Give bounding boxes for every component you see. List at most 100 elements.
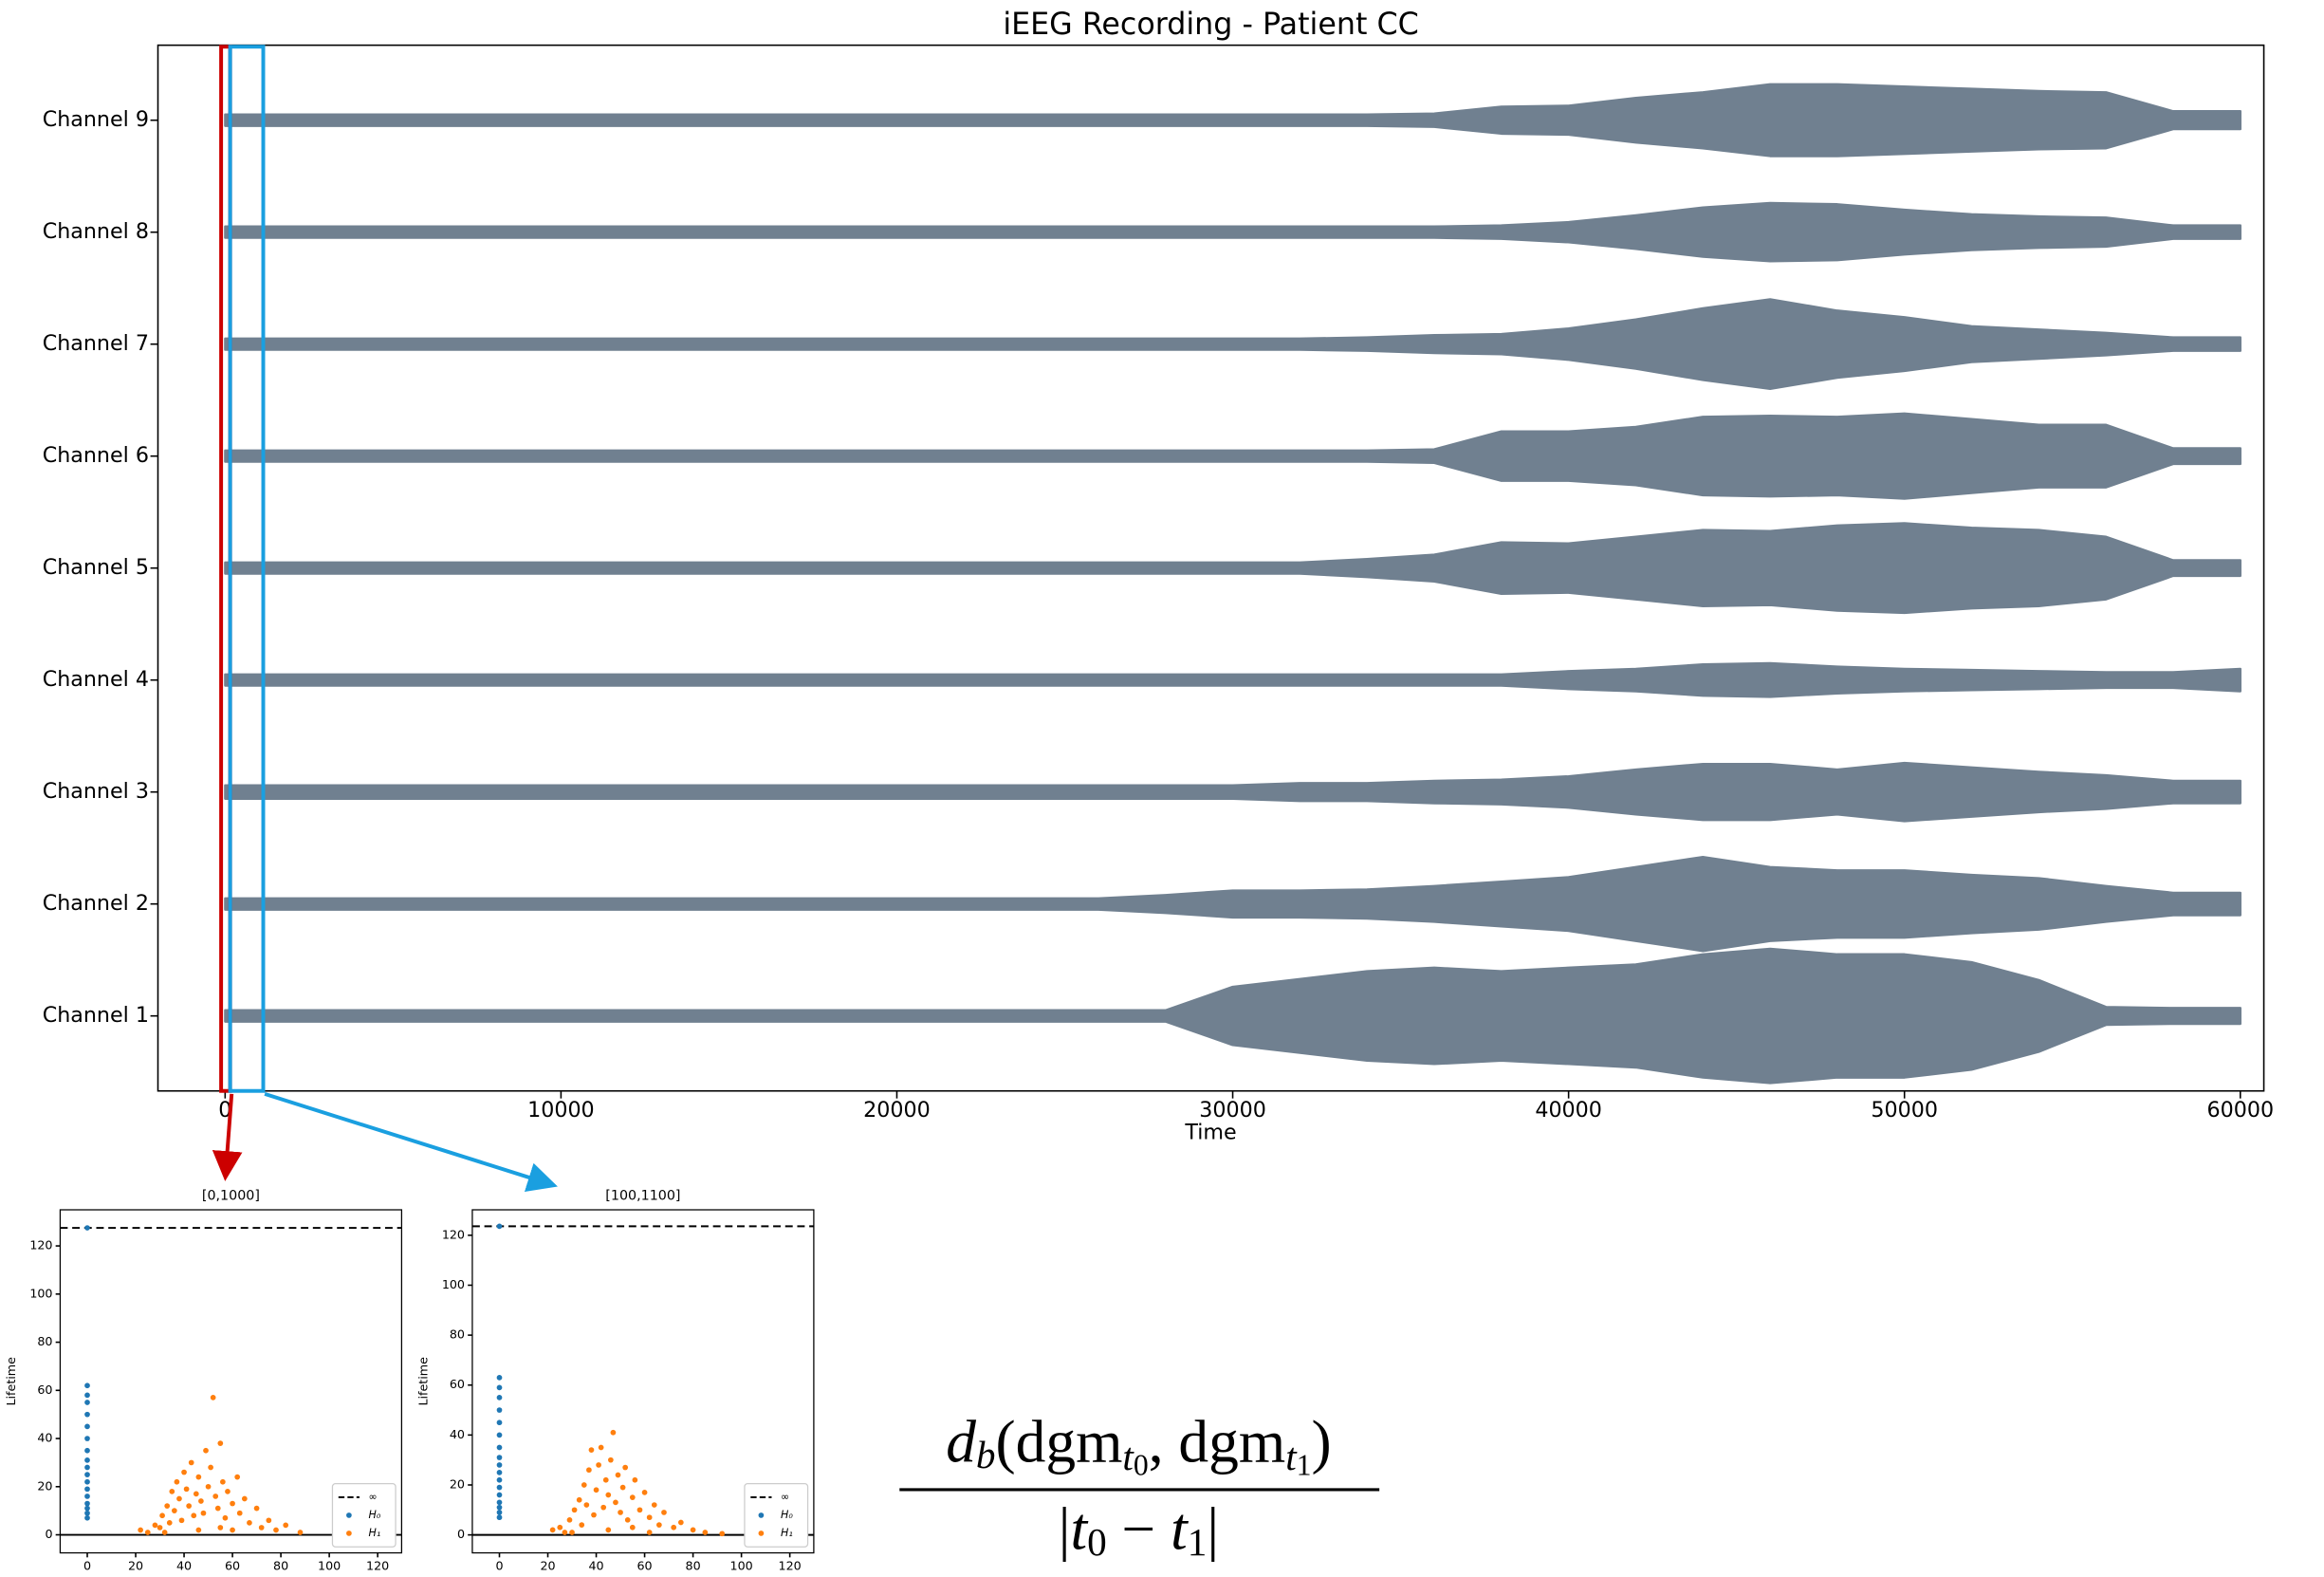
x-tick-label: 80 [273,1558,288,1572]
point [217,1525,224,1531]
point [84,1494,90,1499]
point [84,1510,90,1516]
y-tick-label: Channel 9 [43,107,149,132]
plot-frame [471,1209,815,1554]
x-tick-label: 40 [176,1558,192,1572]
y-tick-label: 80 [450,1327,465,1342]
point [613,1499,618,1506]
x-tick-label: 10000 [527,1098,595,1122]
point [581,1482,587,1488]
formula-part: ) [1312,1407,1332,1475]
channel-trace [224,947,2242,1085]
point [84,1436,90,1441]
point [496,1419,503,1426]
chart-title: iEEG Recording - Patient CC [1003,8,1418,42]
formula-part: | [1059,1494,1071,1562]
formula-part: − [1107,1494,1171,1562]
legend-swatch [758,1531,765,1536]
formula-denominator: |t0 − t1| [1059,1494,1219,1565]
point [84,1423,90,1430]
y-tick-label: 20 [450,1476,465,1491]
x-tick-label: 120 [366,1558,389,1572]
y-axis-label: Lifetime [416,1357,431,1406]
arrow-red [212,1093,243,1181]
point [214,1505,221,1512]
x-tick-label: 40000 [1535,1098,1602,1122]
x-tick-label: 20000 [863,1098,931,1122]
point [641,1490,648,1495]
point [496,1514,503,1521]
channel-trace [224,201,2242,263]
legend-swatch [346,1531,352,1536]
point [253,1505,260,1512]
point [496,1444,503,1451]
point [176,1495,182,1502]
formula-part: t [1285,1435,1298,1478]
point [84,1500,90,1507]
point [496,1455,503,1460]
formula-part: , dgm [1149,1407,1285,1475]
point [183,1486,190,1493]
legend-swatch [758,1512,765,1518]
point [598,1444,604,1451]
point [629,1494,636,1501]
formula-part: t [1122,1435,1134,1478]
point [576,1496,582,1503]
point [615,1472,621,1478]
y-tick-label: 20 [37,1478,52,1493]
formula-part: 1 [1297,1449,1312,1482]
point [496,1407,503,1413]
point [84,1505,90,1512]
point [205,1483,212,1490]
point [646,1514,653,1521]
point [605,1492,612,1498]
point [203,1447,209,1454]
point [230,1527,235,1533]
x-tick-label: 20 [128,1558,143,1572]
point [496,1395,503,1401]
point [496,1374,503,1381]
y-tick-label: 60 [450,1377,465,1391]
point [586,1467,592,1474]
point [273,1527,279,1533]
point [600,1504,607,1511]
plot-frame [59,1209,403,1554]
point [84,1472,90,1477]
point [220,1478,226,1485]
legend-swatch [346,1512,352,1518]
point [84,1447,90,1454]
point [144,1530,151,1535]
formula-numerator: db(dgmt0, dgmt1) [946,1407,1331,1482]
point [605,1527,612,1533]
legend-box [331,1482,397,1548]
point [84,1514,90,1521]
point [496,1384,503,1391]
x-tick-label: 100 [318,1558,341,1572]
y-tick-label: Channel 1 [43,1003,149,1028]
y-tick-label: 40 [37,1431,52,1445]
point [622,1464,629,1471]
point [656,1522,662,1528]
point [210,1395,216,1401]
point [84,1478,90,1485]
point [588,1447,595,1454]
point [629,1524,636,1531]
point [596,1462,601,1468]
channel-trace [224,298,2242,391]
point [84,1411,90,1418]
x-tick-label: 0 [495,1558,503,1572]
point [225,1489,231,1494]
point [571,1507,578,1513]
point [562,1530,568,1535]
point [636,1507,643,1513]
point [591,1512,597,1518]
formula-part: d [946,1407,976,1475]
legend-label: ∞ [369,1491,378,1503]
y-axis-label: Lifetime [4,1357,18,1406]
formula: db(dgmt0, dgmt1) |t0 − t1| [899,1407,1380,1565]
point [212,1494,219,1499]
point [719,1531,726,1537]
legend-label: H₀ [781,1509,793,1521]
